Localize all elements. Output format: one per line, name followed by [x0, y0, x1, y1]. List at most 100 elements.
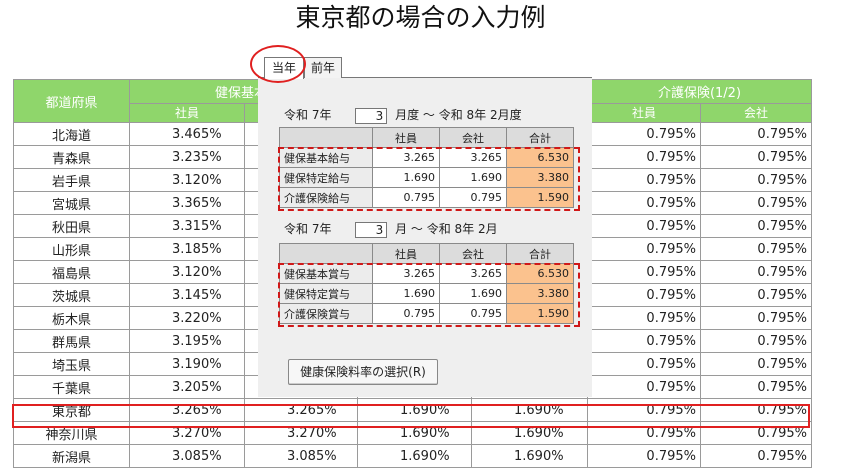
prefecture-cell: 福島県	[13, 260, 130, 284]
kenpo-employee-cell: 3.265%	[129, 398, 245, 422]
prefecture-cell: 新潟県	[13, 444, 130, 468]
kaigo-employee-cell: 0.795%	[587, 398, 701, 422]
select-rate-button[interactable]: 健康保険料率の選択(R)	[288, 359, 438, 385]
rate-label: 健保基本給与	[279, 147, 373, 168]
rate-company-input[interactable]: 1.690	[439, 283, 507, 304]
kenpo-employee-cell: 3.120%	[129, 260, 245, 284]
rate-company-input[interactable]: 0.795	[439, 303, 507, 324]
page-title: 東京都の場合の入力例	[295, 3, 546, 32]
salary-corner	[279, 127, 373, 148]
salary-rate-table: 社員 会社 合計 健保基本給与 3.265 3.265 6.530 健保特定給与 1.69…	[279, 127, 574, 208]
bonus-period-from: 令和 7年	[284, 222, 332, 236]
bonus-month-input[interactable]: 3	[355, 221, 388, 238]
kenpo-company-cell: 3.085%	[244, 444, 358, 468]
kaigo-employee-header: 社員	[587, 102, 701, 124]
kenpo-employee-cell: 3.145%	[129, 283, 245, 307]
rate-employee-input[interactable]: 3.265	[372, 263, 440, 284]
rate-total: 6.530	[506, 263, 574, 284]
kaigo-employee-cell: 0.795%	[587, 122, 701, 146]
kenpo-employee-header: 社員	[129, 102, 245, 124]
salary-month-input[interactable]: 3	[355, 107, 388, 124]
tokutei-company-cell: 1.690%	[471, 444, 588, 468]
kaigo-company-cell: 0.795%	[700, 283, 812, 307]
kaigo-company-cell: 0.795%	[700, 329, 812, 353]
kenpo-employee-cell: 3.365%	[129, 191, 245, 215]
tokyo-row-highlight	[12, 404, 810, 428]
tab-previous-year[interactable]: 前年	[304, 57, 342, 78]
salary-col-company: 会社	[439, 127, 507, 148]
kaigo-employee-cell: 0.795%	[587, 260, 701, 284]
kaigo-employee-cell: 0.795%	[587, 352, 701, 376]
table-row: 神奈川県 3.270% 3.270% 1.690% 1.690% 0.795% 0.795%	[13, 421, 812, 445]
kaigo-employee-cell: 0.795%	[587, 283, 701, 307]
rate-total: 1.590	[506, 303, 574, 324]
rate-row: 介護保険給与 0.795 0.795 1.590	[279, 187, 574, 208]
kaigo-company-cell: 0.795%	[700, 145, 812, 169]
kaigo-employee-cell: 0.795%	[587, 191, 701, 215]
prefecture-cell: 岩手県	[13, 168, 130, 192]
rate-total: 3.380	[506, 167, 574, 188]
kaigo-company-header: 会社	[700, 102, 812, 124]
kaigo-company-cell: 0.795%	[700, 122, 812, 146]
prefecture-cell: 北海道	[13, 122, 130, 146]
prefecture-cell: 栃木県	[13, 306, 130, 330]
salary-period-suffix: 月度 ～ 令和 8年 2月度	[395, 108, 522, 122]
salary-col-total: 合計	[506, 127, 574, 148]
rate-company-input[interactable]: 3.265	[439, 263, 507, 284]
rate-company-input[interactable]: 1.690	[439, 167, 507, 188]
kaigo-company-cell: 0.795%	[700, 306, 812, 330]
salary-period-from: 令和 7年	[284, 108, 332, 122]
table-row: 新潟県 3.085% 3.085% 1.690% 1.690% 0.795% 0.795%	[13, 444, 812, 468]
prefecture-cell: 茨城県	[13, 283, 130, 307]
rate-company-input[interactable]: 0.795	[439, 187, 507, 208]
rate-total: 1.590	[506, 187, 574, 208]
rate-label: 健保特定給与	[279, 167, 373, 188]
kaigo-employee-cell: 0.795%	[587, 237, 701, 261]
kenpo-employee-cell: 3.205%	[129, 375, 245, 399]
kenpo-employee-cell: 3.190%	[129, 352, 245, 376]
kaigo-company-cell: 0.795%	[700, 352, 812, 376]
kenpo-company-cell: 3.270%	[244, 421, 358, 445]
rate-employee-input[interactable]: 3.265	[372, 147, 440, 168]
rate-employee-input[interactable]: 0.795	[372, 187, 440, 208]
kenpo-employee-cell: 3.120%	[129, 168, 245, 192]
rate-row: 健保基本賞与 3.265 3.265 6.530	[279, 263, 574, 284]
rate-total: 3.380	[506, 283, 574, 304]
prefecture-cell: 山形県	[13, 237, 130, 261]
bonus-period-suffix: 月 ～ 令和 8年 2月	[395, 222, 498, 236]
tokutei-employee-cell: 1.690%	[357, 398, 472, 422]
col-prefecture-header: 都道府県	[13, 79, 130, 123]
kaigo-employee-cell: 0.795%	[587, 168, 701, 192]
tab-bar: 当年 前年	[250, 45, 592, 83]
prefecture-cell: 宮城県	[13, 191, 130, 215]
prefecture-cell: 東京都	[13, 398, 130, 422]
select-rate-button-label: 健康保険料率の選択(R)	[300, 365, 426, 379]
rate-company-input[interactable]: 3.265	[439, 147, 507, 168]
rate-employee-input[interactable]: 1.690	[372, 283, 440, 304]
bonus-col-total: 合計	[506, 243, 574, 264]
rate-row: 健保特定給与 1.690 1.690 3.380	[279, 167, 574, 188]
tab-highlight-circle	[250, 45, 306, 83]
kenpo-employee-cell: 3.195%	[129, 329, 245, 353]
tab-previous-year-label: 前年	[310, 61, 335, 75]
kaigo-group-header: 介護保険(1/2)	[587, 79, 812, 104]
kaigo-company-cell: 0.795%	[700, 168, 812, 192]
kaigo-employee-cell: 0.795%	[587, 329, 701, 353]
kaigo-company-cell: 0.795%	[700, 260, 812, 284]
rate-label: 介護保険賞与	[279, 303, 373, 324]
rate-label: 健保特定賞与	[279, 283, 373, 304]
rate-row: 介護保険賞与 0.795 0.795 1.590	[279, 303, 574, 324]
kaigo-employee-cell: 0.795%	[587, 375, 701, 399]
kenpo-employee-cell: 3.085%	[129, 444, 245, 468]
rate-employee-input[interactable]: 0.795	[372, 303, 440, 324]
rate-row: 健保基本給与 3.265 3.265 6.530	[279, 147, 574, 168]
prefecture-cell: 秋田県	[13, 214, 130, 238]
kenpo-employee-cell: 3.465%	[129, 122, 245, 146]
rate-dialog: 当年 前年 令和 7年 3 月度 ～ 令和 8年 2月度 社員 会社 合計 健保…	[250, 45, 592, 397]
kenpo-employee-cell: 3.185%	[129, 237, 245, 261]
rate-employee-input[interactable]: 1.690	[372, 167, 440, 188]
kaigo-employee-cell: 0.795%	[587, 214, 701, 238]
kenpo-employee-cell: 3.220%	[129, 306, 245, 330]
kaigo-employee-cell: 0.795%	[587, 421, 701, 445]
bonus-period: 令和 7年 3 月 ～ 令和 8年 2月	[284, 220, 498, 238]
